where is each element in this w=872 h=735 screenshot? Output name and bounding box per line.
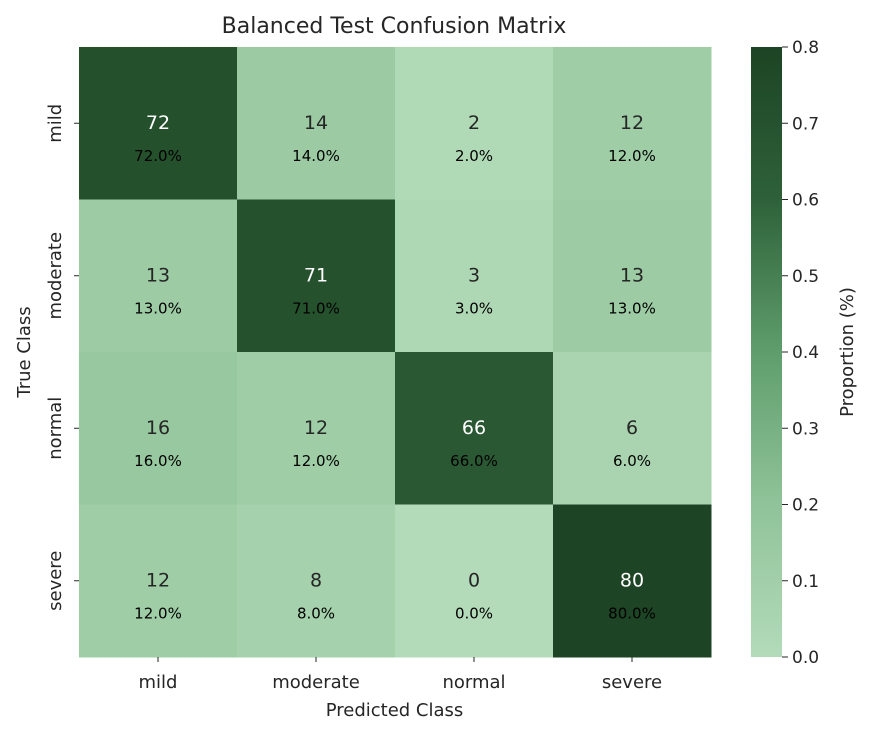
heatmap-cell: [237, 352, 396, 505]
cell-count-label: 72: [146, 112, 170, 134]
heatmap-cell: [237, 199, 396, 353]
cell-percent-label: 71.0%: [292, 300, 340, 318]
cell-percent-label: 16.0%: [134, 452, 182, 470]
cell-percent-label: 2.0%: [455, 147, 493, 165]
heatmap-cell: [237, 504, 396, 658]
heatmap-cell: [237, 47, 396, 200]
cell-percent-label: 72.0%: [134, 147, 182, 165]
cell-percent-label: 13.0%: [134, 300, 182, 318]
cell-count-label: 13: [146, 265, 170, 287]
cell-percent-label: 6.0%: [613, 452, 651, 470]
colorbar-tick-label: 0.6: [792, 191, 819, 211]
cell-count-label: 16: [146, 417, 170, 439]
heatmap-cell: [553, 504, 712, 658]
y-tick-label: moderate: [45, 232, 66, 320]
y-tick-label: severe: [45, 551, 66, 611]
cell-percent-label: 80.0%: [608, 605, 656, 623]
x-tick-label: severe: [602, 672, 662, 693]
cell-percent-label: 8.0%: [297, 605, 335, 623]
cell-count-label: 13: [620, 265, 644, 287]
x-tick-label: normal: [442, 672, 505, 693]
x-tick-labels: mild moderate normal severe: [139, 657, 662, 693]
colorbar-ticks: 0.0 0.1 0.2 0.3 0.4 0.5 0.6 0.7 0.8: [782, 38, 819, 668]
y-axis-label: True Class: [14, 306, 35, 398]
cell-percent-label: 12.0%: [608, 147, 656, 165]
chart-title: Balanced Test Confusion Matrix: [222, 14, 567, 39]
cell-count-label: 12: [620, 112, 644, 134]
colorbar-tick-label: 0.7: [792, 114, 819, 134]
heatmap-cell: [553, 352, 712, 505]
heatmap-cells: 72 72.0% 14 14.0% 2 2.0% 12 12.0% 13 13.0% 71 71.0%…: [79, 47, 712, 658]
x-axis-label: Predicted Class: [326, 700, 464, 721]
cell-count-label: 0: [468, 570, 480, 592]
heatmap-cell: [395, 352, 554, 505]
cell-count-label: 12: [304, 417, 328, 439]
heatmap-cell: [79, 47, 238, 200]
cell-percent-label: 0.0%: [455, 605, 493, 623]
cell-percent-label: 12.0%: [134, 605, 182, 623]
heatmap-cell: [79, 352, 238, 505]
cell-count-label: 3: [468, 265, 480, 287]
cell-count-label: 80: [620, 570, 644, 592]
colorbar: [751, 47, 782, 657]
colorbar-tick-label: 0.4: [792, 343, 819, 363]
x-tick-label: moderate: [272, 672, 360, 693]
cell-count-label: 6: [626, 417, 638, 439]
y-tick-label: mild: [45, 104, 66, 143]
cell-percent-label: 12.0%: [292, 452, 340, 470]
heatmap-cell: [395, 199, 554, 353]
heatmap-cell: [553, 47, 712, 200]
cell-count-label: 2: [468, 112, 480, 134]
heatmap-cell: [79, 504, 238, 658]
cell-percent-label: 13.0%: [608, 300, 656, 318]
y-tick-label: normal: [45, 397, 66, 460]
cell-count-label: 14: [304, 112, 328, 134]
cell-count-label: 12: [146, 570, 170, 592]
colorbar-tick-label: 0.0: [792, 648, 819, 668]
colorbar-tick-label: 0.8: [792, 38, 819, 58]
y-tick-labels: mild moderate normal severe: [45, 104, 79, 611]
colorbar-tick-label: 0.1: [792, 572, 819, 592]
x-tick-label: mild: [139, 672, 178, 693]
heatmap-cell: [395, 504, 554, 658]
heatmap-cell: [79, 199, 238, 353]
cell-percent-label: 3.0%: [455, 300, 493, 318]
heatmap-cell: [553, 199, 712, 353]
colorbar-tick-label: 0.5: [792, 267, 819, 287]
colorbar-label: Proportion (%): [837, 287, 858, 417]
cell-count-label: 66: [462, 417, 486, 439]
cell-count-label: 71: [304, 265, 328, 287]
cell-count-label: 8: [310, 570, 322, 592]
heatmap-cell: [395, 47, 554, 200]
colorbar-tick-label: 0.2: [792, 496, 819, 516]
cell-percent-label: 14.0%: [292, 147, 340, 165]
cell-percent-label: 66.0%: [450, 452, 498, 470]
colorbar-tick-label: 0.3: [792, 419, 819, 439]
